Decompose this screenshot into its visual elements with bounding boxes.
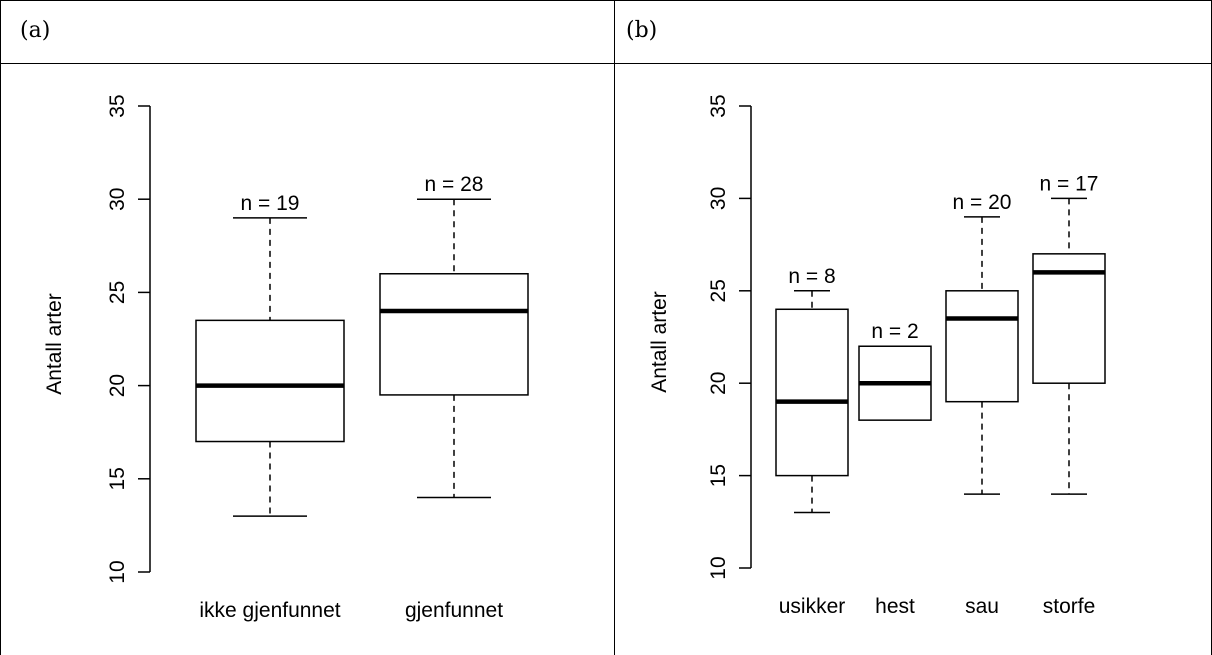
chart0-y-axis-label: Antall arter (43, 293, 66, 395)
chart1-category-label: hest (875, 595, 915, 618)
chart1-category-label: sau (965, 595, 999, 618)
chart1-n-label: n = 8 (788, 265, 835, 288)
chart0-box (379, 273, 529, 396)
chart0-y-tick-label: 15 (106, 467, 129, 490)
chart0-y-tick-label: 35 (106, 94, 129, 117)
boxplot-b: 10 15 20 25 30 35 Antall arter n = 8 usikker n = … (648, 94, 1106, 618)
chart1-y-tick-label: 30 (707, 187, 730, 210)
chart1-y-tick-label: 15 (707, 464, 730, 487)
panel-label-b: (b) (626, 18, 658, 43)
chart1-y-tick-label: 20 (707, 372, 730, 395)
chart0-n-label: n = 28 (425, 173, 484, 196)
chart1-y-tick-label: 35 (707, 94, 730, 117)
chart1-y-tick-label: 25 (707, 279, 730, 302)
chart1-category-label: usikker (779, 595, 846, 618)
chart1-category-label: storfe (1043, 595, 1096, 618)
chart0-y-tick-label: 30 (106, 188, 129, 211)
chart0-n-label: n = 19 (241, 192, 300, 215)
panel-label-a: (a) (20, 18, 51, 43)
chart1-n-label: n = 20 (953, 191, 1012, 214)
chart1-y-axis-label: Antall arter (648, 291, 671, 393)
chart1-box (945, 290, 1019, 403)
chart0-category-label: gjenfunnet (405, 599, 503, 622)
chart1-y-tick-label: 10 (707, 556, 730, 579)
chart1-n-label: n = 2 (871, 320, 918, 343)
chart1-box (775, 308, 849, 477)
chart0-y-tick-label: 20 (106, 374, 129, 397)
chart1-n-label: n = 17 (1040, 172, 1099, 195)
chart1-box (1032, 253, 1106, 384)
left-border (0, 0, 1, 655)
header-separator (0, 63, 1212, 64)
chart0-box (195, 319, 345, 443)
chart0-y-tick-label: 25 (106, 281, 129, 304)
panel-divider (614, 0, 615, 655)
chart0-y-tick-label: 10 (106, 560, 129, 583)
top-border (0, 0, 1212, 1)
boxplot-a: 10 15 20 25 30 35 Antall arter n = 19 ikke gjenf… (43, 94, 529, 622)
chart0-category-label: ikke gjenfunnet (199, 599, 340, 622)
